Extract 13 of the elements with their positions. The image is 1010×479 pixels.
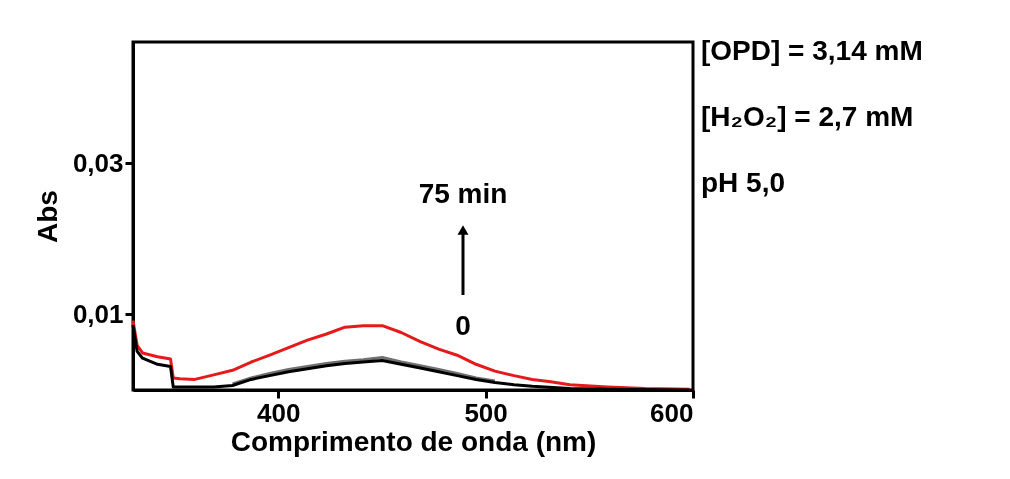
x-tick-label: 600 — [650, 397, 694, 428]
text: [OPD] = 3,14 mM — [701, 35, 923, 66]
text: pH 5,0 — [701, 167, 786, 198]
y-tick-label: 0,03 — [72, 147, 124, 178]
annotation: 0 — [455, 310, 471, 341]
text: [H₂O₂] = 2,7 mM — [701, 101, 914, 132]
y-tick-label: 0,01 — [72, 298, 124, 329]
x-axis-title: Comprimento de onda (nm) — [230, 425, 597, 457]
x-tick-label: 400 — [256, 397, 301, 428]
line-series — [231, 355, 497, 386]
annotation: 75 min — [418, 178, 508, 209]
x-tick-label: 500 — [464, 397, 508, 428]
y-axis-title: Abs — [31, 190, 63, 243]
